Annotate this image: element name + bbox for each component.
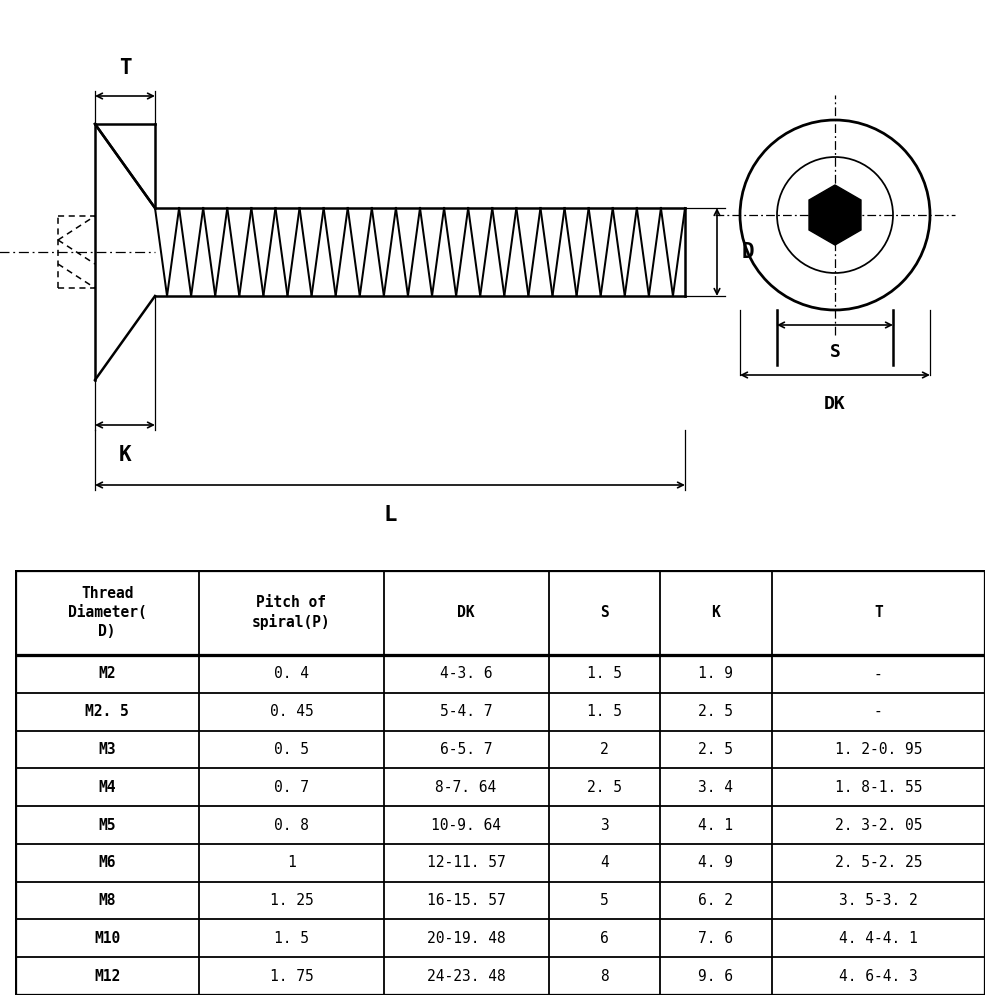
Text: 6. 2: 6. 2 xyxy=(698,893,733,908)
Text: D: D xyxy=(742,242,755,262)
Text: 4-3. 6: 4-3. 6 xyxy=(440,666,492,681)
Text: 5-4. 7: 5-4. 7 xyxy=(440,704,492,719)
Text: -: - xyxy=(874,704,883,719)
Text: 0. 45: 0. 45 xyxy=(270,704,313,719)
Text: 12-11. 57: 12-11. 57 xyxy=(427,855,505,870)
Text: T: T xyxy=(874,605,883,620)
Text: 24-23. 48: 24-23. 48 xyxy=(427,969,505,984)
Text: 8-7. 64: 8-7. 64 xyxy=(435,780,497,795)
Text: 2. 5-2. 25: 2. 5-2. 25 xyxy=(835,855,922,870)
Text: 1. 75: 1. 75 xyxy=(270,969,313,984)
Text: K: K xyxy=(711,605,720,620)
Text: 0. 8: 0. 8 xyxy=(274,818,309,832)
Text: Pitch of
spiral(P): Pitch of spiral(P) xyxy=(252,595,331,630)
Text: M6: M6 xyxy=(98,855,116,870)
Text: 4: 4 xyxy=(600,855,609,870)
Polygon shape xyxy=(809,185,861,245)
Text: 9. 6: 9. 6 xyxy=(698,969,733,984)
Text: 6-5. 7: 6-5. 7 xyxy=(440,742,492,757)
Text: 0. 4: 0. 4 xyxy=(274,666,309,681)
Text: DK: DK xyxy=(457,605,475,620)
Text: 4. 1: 4. 1 xyxy=(698,818,733,832)
Text: 1. 8-1. 55: 1. 8-1. 55 xyxy=(835,780,922,795)
Text: 0. 5: 0. 5 xyxy=(274,742,309,757)
Text: 3: 3 xyxy=(600,818,609,832)
Text: 2: 2 xyxy=(600,742,609,757)
Text: 8: 8 xyxy=(600,969,609,984)
Text: 1. 5: 1. 5 xyxy=(587,666,622,681)
Text: 2. 5: 2. 5 xyxy=(587,780,622,795)
Text: 16-15. 57: 16-15. 57 xyxy=(427,893,505,908)
Text: DK: DK xyxy=(824,395,846,413)
Text: M4: M4 xyxy=(98,780,116,795)
Text: 20-19. 48: 20-19. 48 xyxy=(427,931,505,946)
Text: 2. 3-2. 05: 2. 3-2. 05 xyxy=(835,818,922,832)
Text: 2. 5: 2. 5 xyxy=(698,704,733,719)
Text: T: T xyxy=(119,58,131,78)
Text: 5: 5 xyxy=(600,893,609,908)
Text: -: - xyxy=(874,666,883,681)
Text: 1: 1 xyxy=(287,855,296,870)
Text: M2: M2 xyxy=(98,666,116,681)
Text: 10-9. 64: 10-9. 64 xyxy=(431,818,501,832)
Text: 1. 25: 1. 25 xyxy=(270,893,313,908)
Text: 3. 4: 3. 4 xyxy=(698,780,733,795)
Text: K: K xyxy=(119,445,131,465)
Text: Thread
Diameter(
D): Thread Diameter( D) xyxy=(68,586,147,639)
Text: 1. 5: 1. 5 xyxy=(274,931,309,946)
Text: S: S xyxy=(830,343,840,361)
Text: M8: M8 xyxy=(98,893,116,908)
Text: 7. 6: 7. 6 xyxy=(698,931,733,946)
Text: 2. 5: 2. 5 xyxy=(698,742,733,757)
Text: 0. 7: 0. 7 xyxy=(274,780,309,795)
Text: 4. 4-4. 1: 4. 4-4. 1 xyxy=(839,931,918,946)
Text: M10: M10 xyxy=(94,931,120,946)
Text: M5: M5 xyxy=(98,818,116,832)
Text: 1. 9: 1. 9 xyxy=(698,666,733,681)
Text: M2. 5: M2. 5 xyxy=(85,704,129,719)
Text: L: L xyxy=(383,505,397,525)
Text: 4. 9: 4. 9 xyxy=(698,855,733,870)
Text: M12: M12 xyxy=(94,969,120,984)
Text: S: S xyxy=(600,605,609,620)
Text: 4. 6-4. 3: 4. 6-4. 3 xyxy=(839,969,918,984)
Text: 6: 6 xyxy=(600,931,609,946)
Text: 1. 5: 1. 5 xyxy=(587,704,622,719)
Text: 1. 2-0. 95: 1. 2-0. 95 xyxy=(835,742,922,757)
Text: M3: M3 xyxy=(98,742,116,757)
Text: 3. 5-3. 2: 3. 5-3. 2 xyxy=(839,893,918,908)
